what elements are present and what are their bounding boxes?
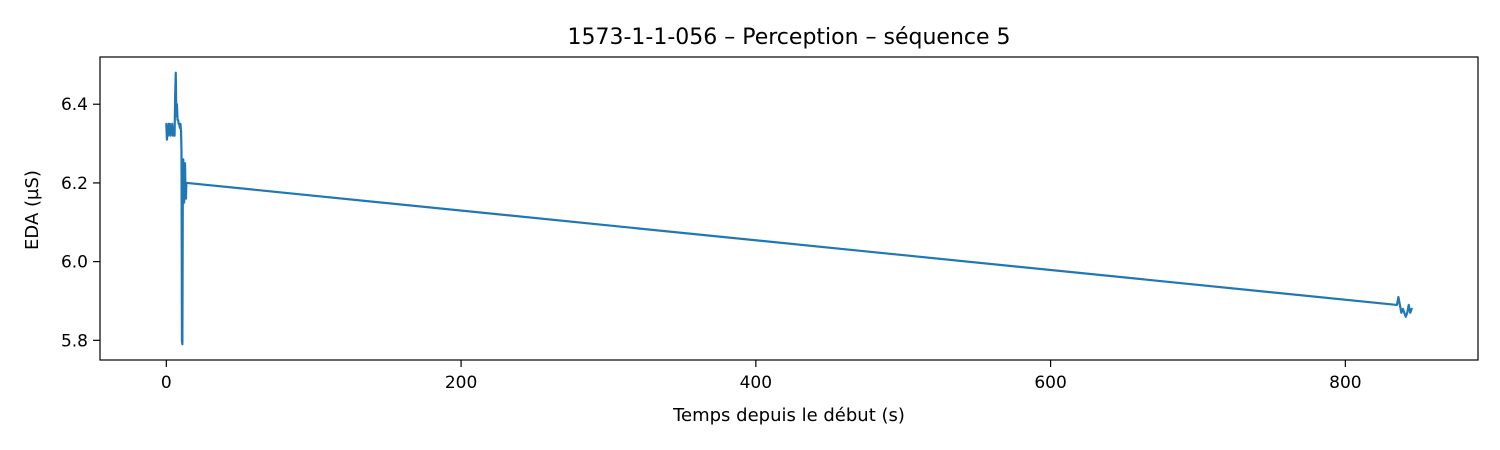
x-tick-label: 600 [1034, 373, 1066, 393]
y-tick-label: 6.2 [61, 174, 88, 194]
chart-title: 1573-1-1-056 – Perception – séquence 5 [567, 25, 1010, 50]
y-tick-label: 6.4 [61, 95, 88, 115]
y-tick-label: 6.0 [61, 253, 88, 273]
y-tick-label: 5.8 [61, 331, 88, 351]
x-tick-label: 0 [161, 373, 172, 393]
x-axis-label: Temps depuis le début (s) [672, 405, 905, 426]
series-layer [165, 71, 1413, 346]
y-axis-label-group: EDA (µS) [22, 170, 43, 250]
y-axis-label: EDA (µS) [22, 170, 43, 250]
plot-frame [99, 56, 1479, 361]
x-tick-label: 200 [445, 373, 477, 393]
x-tick-label: 400 [740, 373, 772, 393]
series-line-0 [165, 71, 1413, 346]
ticks-layer: 0 200 400 600 800 5.8 6.0 6.2 6.4 [61, 95, 1362, 393]
x-tick-label: 800 [1329, 373, 1361, 393]
